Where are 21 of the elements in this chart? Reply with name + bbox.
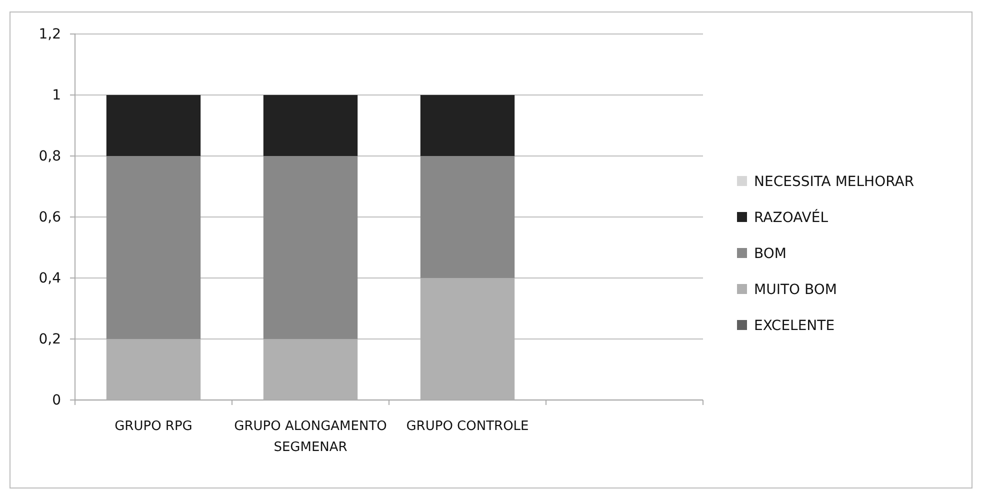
y-tick-label: 1,2 bbox=[38, 26, 61, 42]
legend-label: MUITO BOM bbox=[754, 282, 837, 298]
bar bbox=[420, 95, 515, 156]
x-tick-label: GRUPO ALONGAMENTO SEGMENAR bbox=[234, 419, 387, 455]
bar bbox=[106, 156, 201, 339]
y-tick-label: 0,8 bbox=[38, 148, 61, 164]
y-tick-label: 0 bbox=[52, 392, 61, 408]
bar bbox=[263, 95, 358, 156]
x-tick-label: GRUPO CONTROLE bbox=[406, 419, 529, 434]
x-tick-label: GRUPO RPG bbox=[114, 419, 192, 434]
legend-label: BOM bbox=[754, 246, 786, 262]
bar bbox=[263, 156, 358, 339]
y-tick-label: 0,4 bbox=[38, 270, 62, 286]
y-tick-label: 1 bbox=[52, 87, 61, 104]
legend-label: RAZOAVÉL bbox=[754, 209, 828, 226]
legend-label: EXCELENTE bbox=[754, 318, 835, 334]
legend-label: NECESSITA MELHORAR bbox=[754, 174, 914, 190]
bar bbox=[106, 95, 201, 156]
bar bbox=[420, 156, 515, 278]
y-tick-label: 0,6 bbox=[38, 209, 62, 226]
y-tick-label: 0,2 bbox=[38, 331, 61, 348]
